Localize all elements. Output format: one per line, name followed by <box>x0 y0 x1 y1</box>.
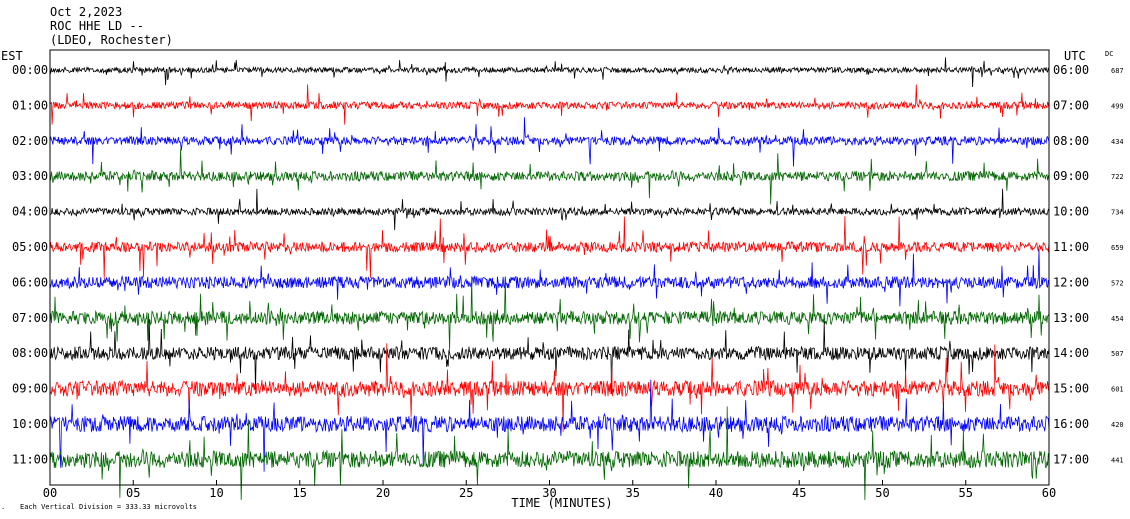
utc-tick-label: 10:00 <box>1053 205 1089 219</box>
est-tick-label: 11:00 <box>12 452 48 466</box>
dc-value-label: 722 <box>1111 173 1124 181</box>
est-tick-label: 05:00 <box>12 240 48 254</box>
utc-tick-label: 14:00 <box>1053 346 1089 360</box>
est-tick-label: 08:00 <box>12 346 48 360</box>
x-tick-label: 20 <box>376 486 390 500</box>
trace-group <box>49 57 1050 501</box>
x-tick-label: 10 <box>209 486 223 500</box>
utc-tick-label: 06:00 <box>1053 63 1089 77</box>
trace-row-0400 <box>49 188 1049 231</box>
trace-row-0200 <box>49 117 1050 167</box>
utc-tick-label: 12:00 <box>1053 275 1089 289</box>
utc-tick-label: 08:00 <box>1053 134 1089 148</box>
dc-value-label: 601 <box>1111 386 1124 394</box>
x-tick-label: 55 <box>959 486 973 500</box>
dc-value-label: 499 <box>1111 102 1124 110</box>
utc-tick-label: 15:00 <box>1053 382 1089 396</box>
est-tick-label: 01:00 <box>12 98 48 112</box>
x-tick-label: 25 <box>459 486 473 500</box>
x-tick-label: 00 <box>43 486 57 500</box>
dc-value-label: 434 <box>1111 138 1124 146</box>
dc-value-label: 420 <box>1111 421 1124 429</box>
est-tick-label: 07:00 <box>12 311 48 325</box>
dc-value-label: 572 <box>1111 279 1124 287</box>
utc-tick-label: 07:00 <box>1053 98 1089 112</box>
plot-frame <box>49 49 1050 486</box>
x-tick-label: 40 <box>709 486 723 500</box>
dc-axis-label: DC <box>1105 50 1113 58</box>
utc-tick-label: 17:00 <box>1053 452 1089 466</box>
x-tick-label: 45 <box>792 486 806 500</box>
trace-row-0700 <box>49 276 1050 351</box>
x-tick-label: 15 <box>293 486 307 500</box>
header-location: (LDEO, Rochester) <box>50 33 173 47</box>
est-tick-label: 03:00 <box>12 169 48 183</box>
x-tick-label: 50 <box>875 486 889 500</box>
trace-row-0800 <box>49 319 1050 394</box>
x-tick-label: 05 <box>126 486 140 500</box>
trace-row-1000 <box>49 379 1050 472</box>
dc-value-label: 659 <box>1111 244 1124 252</box>
x-tick-label: 30 <box>542 486 556 500</box>
est-tick-label: 04:00 <box>12 205 48 219</box>
row-label-group: 00:00 06:00 687 01:00 07:00 499 02:00 08:00 434 0… <box>12 63 1124 466</box>
est-axis-label: EST <box>1 49 23 63</box>
trace-row-0900 <box>49 343 1050 432</box>
header-station: ROC HHE LD -- <box>50 19 144 33</box>
utc-axis-label: UTC <box>1064 49 1086 63</box>
x-tick-group: 00 05 10 15 20 25 30 35 40 45 50 55 60 <box>43 480 1056 500</box>
x-tick-label: 60 <box>1042 486 1056 500</box>
trace-row-0500 <box>49 216 1050 279</box>
trace-row-0100 <box>49 84 1050 125</box>
dc-value-label: 441 <box>1111 456 1124 464</box>
utc-tick-label: 13:00 <box>1053 311 1089 325</box>
scale-mark: . <box>1 503 5 511</box>
dc-value-label: 734 <box>1111 209 1124 217</box>
header-date: Oct 2,2023 <box>50 5 123 19</box>
x-tick-label: 35 <box>626 486 640 500</box>
est-tick-label: 10:00 <box>12 417 48 431</box>
dc-value-label: 454 <box>1111 315 1124 323</box>
est-tick-label: 06:00 <box>12 275 48 289</box>
trace-row-1100 <box>49 406 1050 501</box>
est-tick-label: 00:00 <box>12 63 48 77</box>
trace-row-0300 <box>49 148 1050 205</box>
est-tick-label: 02:00 <box>12 134 48 148</box>
est-tick-label: 09:00 <box>12 382 48 396</box>
x-axis-label: TIME (MINUTES) <box>511 496 612 510</box>
utc-tick-label: 11:00 <box>1053 240 1089 254</box>
dc-value-label: 507 <box>1111 350 1124 358</box>
utc-tick-label: 09:00 <box>1053 169 1089 183</box>
scale-note: Each Vertical Division = 333.33 microvol… <box>20 503 197 511</box>
trace-row-0000 <box>49 57 1050 88</box>
utc-tick-label: 16:00 <box>1053 417 1089 431</box>
dc-value-label: 687 <box>1111 67 1124 75</box>
trace-row-0600 <box>49 248 1050 307</box>
